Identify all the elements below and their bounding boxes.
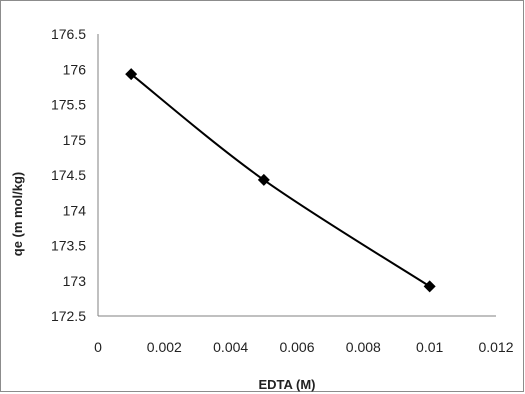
x-tick-label: 0 — [94, 339, 102, 355]
y-tick-label: 174 — [63, 202, 87, 218]
axes — [97, 34, 496, 317]
data-point-marker — [257, 173, 270, 186]
data-markers — [125, 68, 436, 293]
x-tick-labels: 0 0.002 0.004 0.006 0.008 0.01 0.012 — [94, 339, 514, 355]
x-axis-title: EDTA (M) — [258, 377, 315, 392]
y-tick-label: 174.5 — [51, 167, 86, 183]
x-tick-label: 0.01 — [416, 339, 443, 355]
y-tick-labels: 172.5 173 173.5 174 174.5 175 175.5 176 176.5 — [51, 26, 86, 324]
y-tick-label: 176 — [63, 61, 87, 77]
data-point-marker — [125, 68, 138, 81]
y-tick-label: 173.5 — [51, 238, 86, 254]
y-tick-label: 175 — [63, 132, 87, 148]
data-point-marker — [423, 280, 436, 293]
x-tick-label: 0.008 — [346, 339, 381, 355]
y-tick-label: 173 — [63, 273, 87, 289]
y-tick-label: 175.5 — [51, 97, 86, 113]
x-tick-label: 0.006 — [279, 339, 314, 355]
x-tick-label: 0.012 — [478, 339, 513, 355]
x-tick-label: 0.004 — [213, 339, 248, 355]
y-tick-label: 172.5 — [51, 308, 86, 324]
series-line — [130, 73, 431, 288]
x-tick-label: 0.002 — [147, 339, 182, 355]
y-tick-label: 176.5 — [51, 26, 86, 42]
y-axis-title: qe (m mol/kg) — [10, 172, 25, 257]
